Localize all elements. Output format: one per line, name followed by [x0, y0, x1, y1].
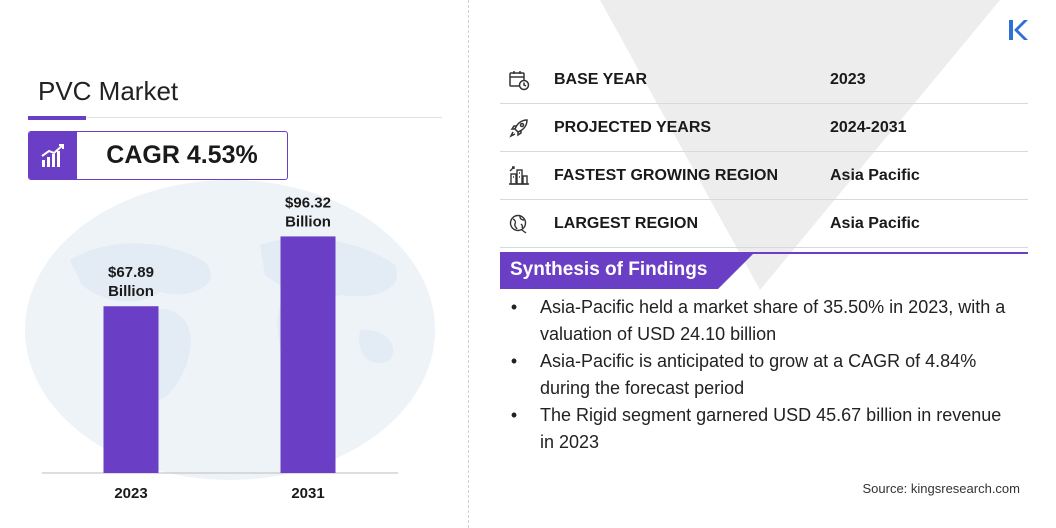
- category-label-2031: 2031: [291, 485, 324, 502]
- category-label-2023: 2023: [114, 485, 147, 502]
- source-credit: Source: kingsresearch.com: [862, 481, 1020, 496]
- title-underline: [28, 117, 442, 118]
- info-row-value: Asia Pacific: [830, 166, 920, 184]
- background-triangle: [600, 0, 1000, 290]
- findings-list: • Asia-Pacific held a market share of 35…: [508, 294, 1018, 456]
- finding-text: Asia-Pacific is anticipated to grow at a…: [540, 351, 977, 398]
- globe-icon: [509, 214, 527, 234]
- cagr-value: CAGR 4.53%: [106, 141, 258, 169]
- data-label-2023: Billion: [108, 283, 154, 300]
- title-accent-bar: [28, 116, 86, 120]
- bar-2023: [103, 306, 159, 473]
- synthesis-header: Synthesis of Findings: [500, 253, 754, 289]
- info-row-base-year: BASE YEAR 2023: [500, 56, 1028, 104]
- bullet-marker: •: [510, 351, 518, 371]
- info-row-fastest-growing-region: FASTEST GROWING REGION Asia Pacific: [500, 152, 1028, 200]
- market-bar-chart: $67.89 Billion 2023 $96.32 Billion 2031: [42, 194, 398, 502]
- info-row-label: PROJECTED YEARS: [554, 118, 712, 136]
- calendar-clock-icon: [509, 70, 530, 90]
- info-row-value: Asia Pacific: [830, 214, 920, 232]
- cagr-badge: CAGR 4.53%: [28, 131, 288, 180]
- rocket-icon: [509, 118, 528, 138]
- cagr-icon-panel: [29, 132, 77, 179]
- finding-item: • Asia-Pacific is anticipated to grow at…: [508, 348, 1018, 402]
- data-label-2031: Billion: [285, 213, 331, 230]
- vertical-divider: [468, 0, 469, 528]
- finding-text: Asia-Pacific held a market share of 35.5…: [540, 297, 1006, 344]
- info-row-label: LARGEST REGION: [554, 214, 699, 232]
- city-skyline-icon: [509, 165, 529, 185]
- info-row-value: 2023: [830, 70, 866, 88]
- info-table: BASE YEAR 2023 PROJECTED YEARS 2024-2031: [500, 56, 1028, 248]
- finding-item: • Asia-Pacific held a market share of 35…: [508, 294, 1018, 348]
- bar-2031: [280, 236, 336, 473]
- finding-text: The Rigid segment garnered USD 45.67 bil…: [540, 405, 1002, 452]
- data-label-2031: $96.32: [285, 194, 331, 211]
- finding-item: • The Rigid segment garnered USD 45.67 b…: [508, 402, 1018, 456]
- synthesis-rule: [500, 252, 1028, 254]
- data-label-2023: $67.89: [108, 264, 154, 281]
- info-row-label: FASTEST GROWING REGION: [554, 166, 779, 184]
- synthesis-title: Synthesis of Findings: [510, 259, 708, 280]
- info-row-largest-region: LARGEST REGION Asia Pacific: [500, 200, 1028, 248]
- kings-research-logo: [1009, 20, 1028, 40]
- page-title: PVC Market: [38, 76, 179, 106]
- info-row-projected-years: PROJECTED YEARS 2024-2031: [500, 104, 1028, 152]
- growth-chart-icon: [41, 143, 64, 167]
- bullet-marker: •: [510, 405, 518, 425]
- info-row-value: 2024-2031: [830, 118, 907, 136]
- synthesis-header-shape: [500, 253, 754, 289]
- bullet-marker: •: [510, 297, 518, 317]
- info-row-label: BASE YEAR: [554, 70, 648, 88]
